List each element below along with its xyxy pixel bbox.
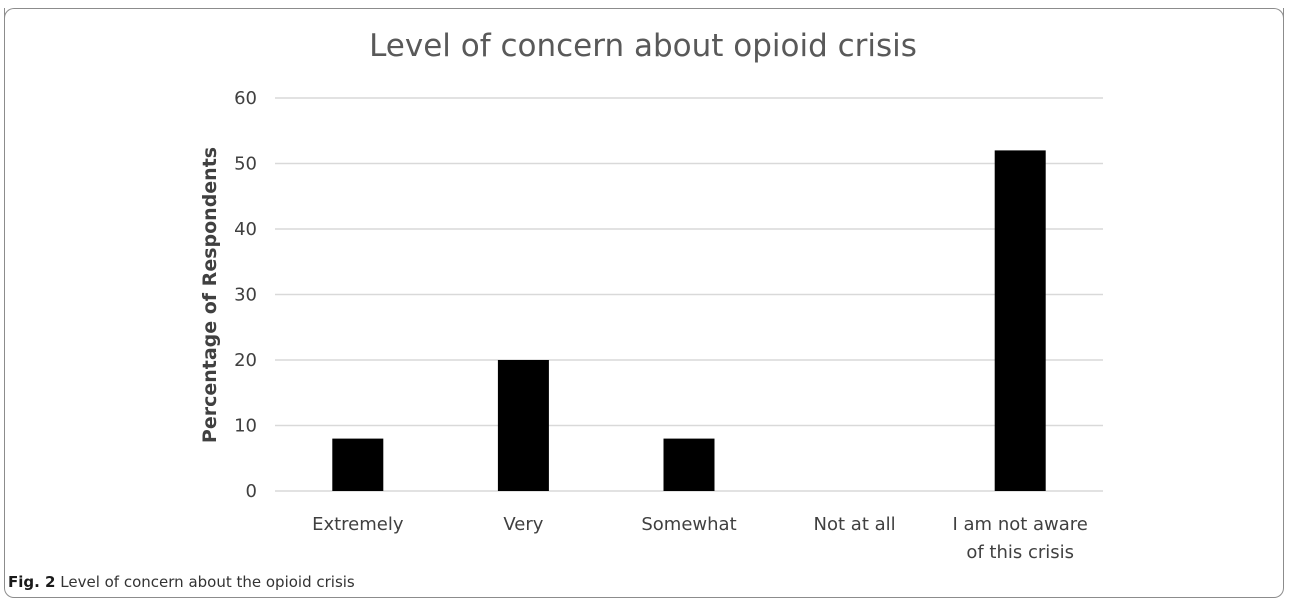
x-category-label: Not at all <box>814 514 896 535</box>
figure-label: Fig. 2 <box>8 573 56 591</box>
y-tick-label: 20 <box>234 350 257 371</box>
y-tick-label: 30 <box>234 285 257 306</box>
figure-caption: Fig. 2 Level of concern about the opioid… <box>8 573 355 591</box>
x-category-label: Extremely <box>312 514 404 535</box>
x-category-label: I am not aware of this crisis <box>953 514 1088 563</box>
bar <box>332 438 384 491</box>
x-category-label: Somewhat <box>641 514 736 535</box>
bar <box>663 438 715 491</box>
y-tick-label: 40 <box>234 219 257 240</box>
y-axis-title: Percentage of Respondents <box>199 147 221 443</box>
y-tick-label: 60 <box>234 88 257 109</box>
x-category-labels: Extremely Very Somewhat Not at all I am not … <box>312 514 1088 563</box>
y-tick-label: 10 <box>234 416 257 437</box>
figure-caption-text: Level of concern about the opioid crisis <box>60 573 355 591</box>
x-category-label: Very <box>503 514 543 535</box>
figure-frame <box>4 8 1284 598</box>
y-tick-label: 0 <box>246 481 257 502</box>
gridlines <box>275 97 1103 492</box>
y-tick-label: 50 <box>234 154 257 175</box>
bar <box>994 150 1046 491</box>
chart-title: Level of concern about opioid crisis <box>369 28 917 64</box>
bar <box>497 360 549 491</box>
bars <box>332 150 1046 491</box>
y-tick-labels: 0 10 20 30 40 50 60 <box>234 88 257 502</box>
